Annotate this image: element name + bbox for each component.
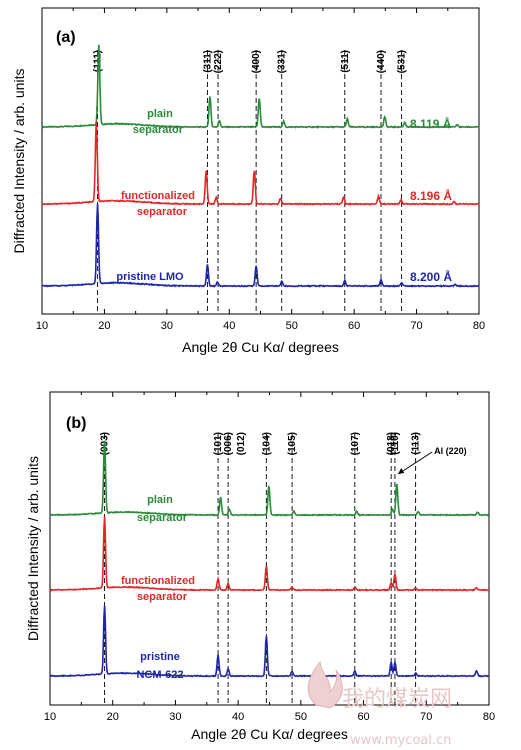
series-label-plain: plain [147,494,173,506]
x-tick-label: 20 [107,711,119,723]
y-axis-title: Diffracted Intensity / arb. units [25,456,41,641]
reflection-label: (531) [397,50,408,73]
reflection-label: (101) [213,432,224,455]
annotation-arrowhead [398,468,405,474]
x-tick-label: 70 [410,320,422,332]
series-label-plain: separator [133,124,184,136]
lattice-parameter-plain: 8.119 Å [410,116,452,131]
lattice-parameter-pristine: 8.200 Å [410,269,452,284]
reflection-label: (440) [376,50,387,73]
series-label-plain: separator [137,512,188,524]
x-tick-label: 40 [223,320,235,332]
series-label-functionalized: functionalized [121,190,195,202]
reflection-label: (400) [251,50,262,73]
reflection-label: (511) [340,50,351,73]
reflection-label: (107) [350,432,361,455]
series-label-pristine: pristine LMO [116,271,184,283]
x-tick-label: 50 [295,711,307,723]
x-tick-label: 30 [161,320,173,332]
annotation-arrow-line [397,451,433,475]
series-line-plain [41,44,480,129]
series-label-plain: plain [147,108,173,120]
panel-label: (a) [56,29,76,46]
reflection-label: (331) [277,50,288,73]
reflection-label: (113) [411,432,422,455]
annotation-label: Al (220) [434,446,467,456]
series-line-pristine [42,203,480,288]
watermark-flame-icon [307,660,343,709]
series-line-functionalized [49,516,490,592]
x-tick-label: 50 [286,320,298,332]
series-label-pristine: NCM-622 [136,669,183,681]
x-tick-label: 80 [473,320,485,332]
panel-label: (b) [66,415,86,432]
series-line-functionalized [41,121,480,206]
x-tick-label: 70 [420,711,432,723]
x-tick-label: 30 [169,711,181,723]
series-label-functionalized: functionalized [121,575,195,587]
reflection-label: (311) [202,50,213,73]
series-label-functionalized: separator [137,591,188,603]
panel-b: 10 20 30 40 50 60 70 80 Angle 2θ Cu Kα/ degrees D… [25,391,495,742]
reflection-label: (006) [223,432,234,455]
x-axis-title: Angle 2θ Cu Kα/ degrees [191,726,348,742]
x-tick-label: 10 [36,320,48,332]
panel-a: 10 20 30 40 50 60 70 80 Angle 2θ Cu Kα/ degrees D… [11,7,485,355]
series-line-plain [49,440,490,517]
series-line-pristine [49,605,490,678]
x-tick-label: 10 [44,711,56,723]
reflection-label: (104) [261,432,272,455]
series-label-pristine: pristine [140,651,180,663]
reflection-label: (012) [236,432,247,455]
reflection-label: (222) [213,50,224,73]
series-label-functionalized: separator [137,206,188,218]
reflection-label: (018) [386,432,397,455]
x-tick-label: 80 [483,711,495,723]
x-tick-label: 60 [357,711,369,723]
watermark-text-en: www.mycoal.cn [350,733,451,748]
y-axis-title: Diffracted Intensity / arb. units [11,69,27,254]
watermark: 我的煤炭网 www.mycoal.cn [307,660,452,748]
reflection-label: (110) [390,432,401,455]
lattice-parameter-functionalized: 8.196 Å [410,188,452,203]
reflection-label: (105) [287,432,298,455]
x-axis-title: Angle 2θ Cu Kα/ degrees [182,339,339,355]
x-tick-label: 20 [98,320,110,332]
x-tick-label: 60 [348,320,360,332]
watermark-text-cn: 我的煤炭网 [342,687,452,712]
x-tick-label: 40 [232,711,244,723]
